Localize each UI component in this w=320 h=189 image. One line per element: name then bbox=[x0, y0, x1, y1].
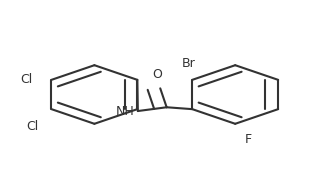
Text: Br: Br bbox=[182, 57, 196, 70]
Text: Cl: Cl bbox=[26, 121, 39, 133]
Text: NH: NH bbox=[116, 105, 135, 118]
Text: O: O bbox=[152, 68, 162, 81]
Text: Cl: Cl bbox=[20, 73, 32, 86]
Text: F: F bbox=[244, 133, 252, 146]
